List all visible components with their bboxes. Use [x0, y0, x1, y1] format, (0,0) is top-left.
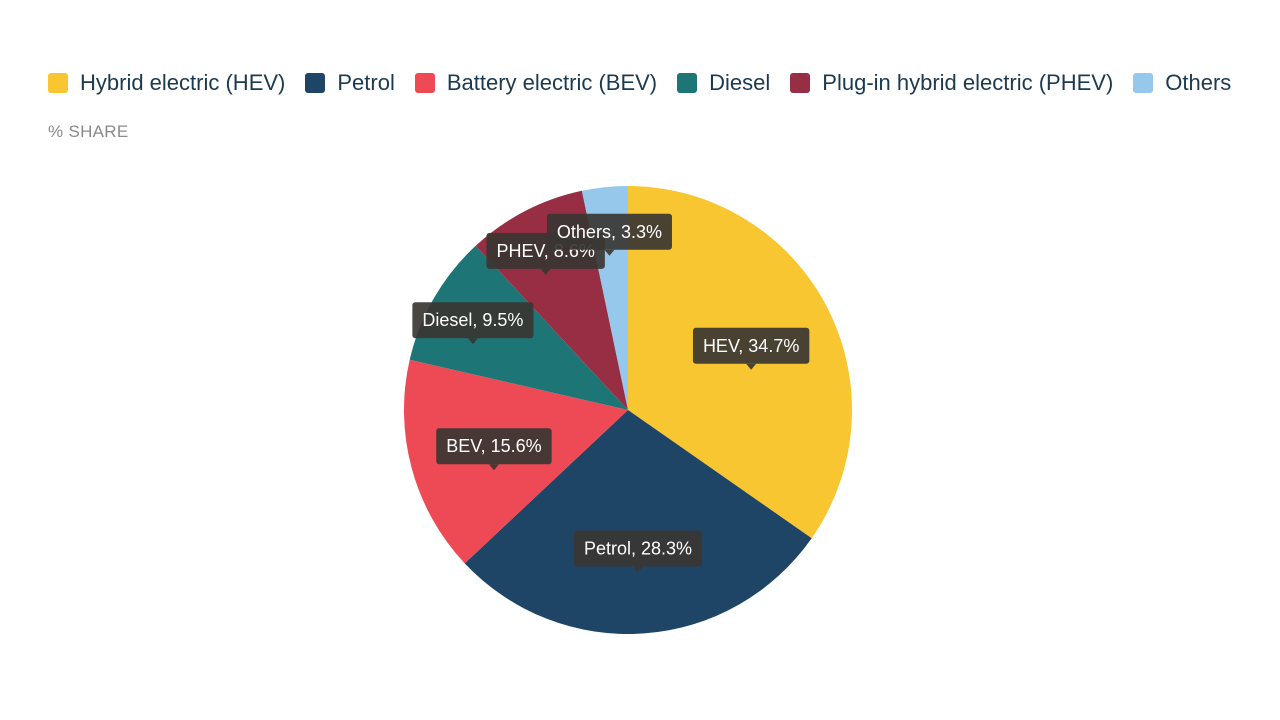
legend-label: Petrol [337, 70, 395, 95]
data-label-box [692, 327, 810, 364]
legend-item-battery-electric-bev[interactable]: Battery electric (BEV) [414, 70, 658, 96]
data-label-pointer [488, 464, 499, 471]
legend-item-hybrid-electric-hev[interactable]: Hybrid electric (HEV) [48, 70, 285, 96]
data-label-text: Diesel, 9.5% [422, 310, 523, 330]
legend-label: Others [1165, 70, 1232, 95]
data-label-box [436, 428, 552, 465]
data-label-pointer [540, 268, 551, 275]
legend-item-plug-in-hybrid-electric-phev[interactable]: Plug-in hybrid electric (PHEV) [790, 70, 1113, 96]
legend-label: Plug-in hybrid electric (PHEV) [822, 70, 1114, 95]
legend-label: Diesel [709, 70, 771, 95]
data-labels: HEV, 34.7% Petrol, 28.3% BEV, 15.6% Diesel,… [412, 213, 810, 573]
legend-swatch [414, 73, 435, 93]
legend-swatch [48, 73, 68, 93]
data-label-others: Others, 3.3% [546, 213, 672, 256]
data-label-hybrid-electric-hev: HEV, 34.7% [692, 327, 810, 370]
data-label-petrol: Petrol, 28.3% [573, 530, 703, 573]
legend-swatch [677, 73, 698, 93]
legend-label: Hybrid electric (HEV) [80, 70, 286, 95]
data-label-text: BEV, 15.6% [446, 436, 541, 456]
data-label-pointer [604, 249, 615, 256]
data-label-pointer [467, 338, 478, 345]
data-label-pointer [633, 566, 644, 573]
slices [404, 186, 852, 634]
data-label-box [546, 213, 672, 250]
chart-subtitle: % SHARE [48, 122, 129, 141]
data-label-text: Petrol, 28.3% [584, 539, 692, 559]
legend-swatch [790, 73, 811, 93]
legend-item-diesel[interactable]: Diesel [677, 70, 770, 96]
data-label-battery-electric-bev: BEV, 15.6% [436, 428, 552, 471]
legend-label: Battery electric (BEV) [446, 70, 658, 95]
data-label-text: HEV, 34.7% [703, 336, 799, 356]
legend-item-petrol[interactable]: Petrol [305, 70, 395, 96]
data-label-diesel: Diesel, 9.5% [412, 302, 534, 345]
legend-swatch [1133, 73, 1154, 93]
data-label-box [573, 530, 703, 567]
data-label-text: Others, 3.3% [557, 222, 662, 242]
pie-slice-petrol[interactable] [464, 410, 812, 634]
legend-swatch [305, 73, 326, 93]
legend: Hybrid electric (HEV) Petrol Battery elect… [48, 70, 1251, 96]
legend-item-others[interactable]: Others [1133, 70, 1231, 96]
data-label-box [412, 302, 534, 339]
data-label-pointer [746, 363, 757, 370]
